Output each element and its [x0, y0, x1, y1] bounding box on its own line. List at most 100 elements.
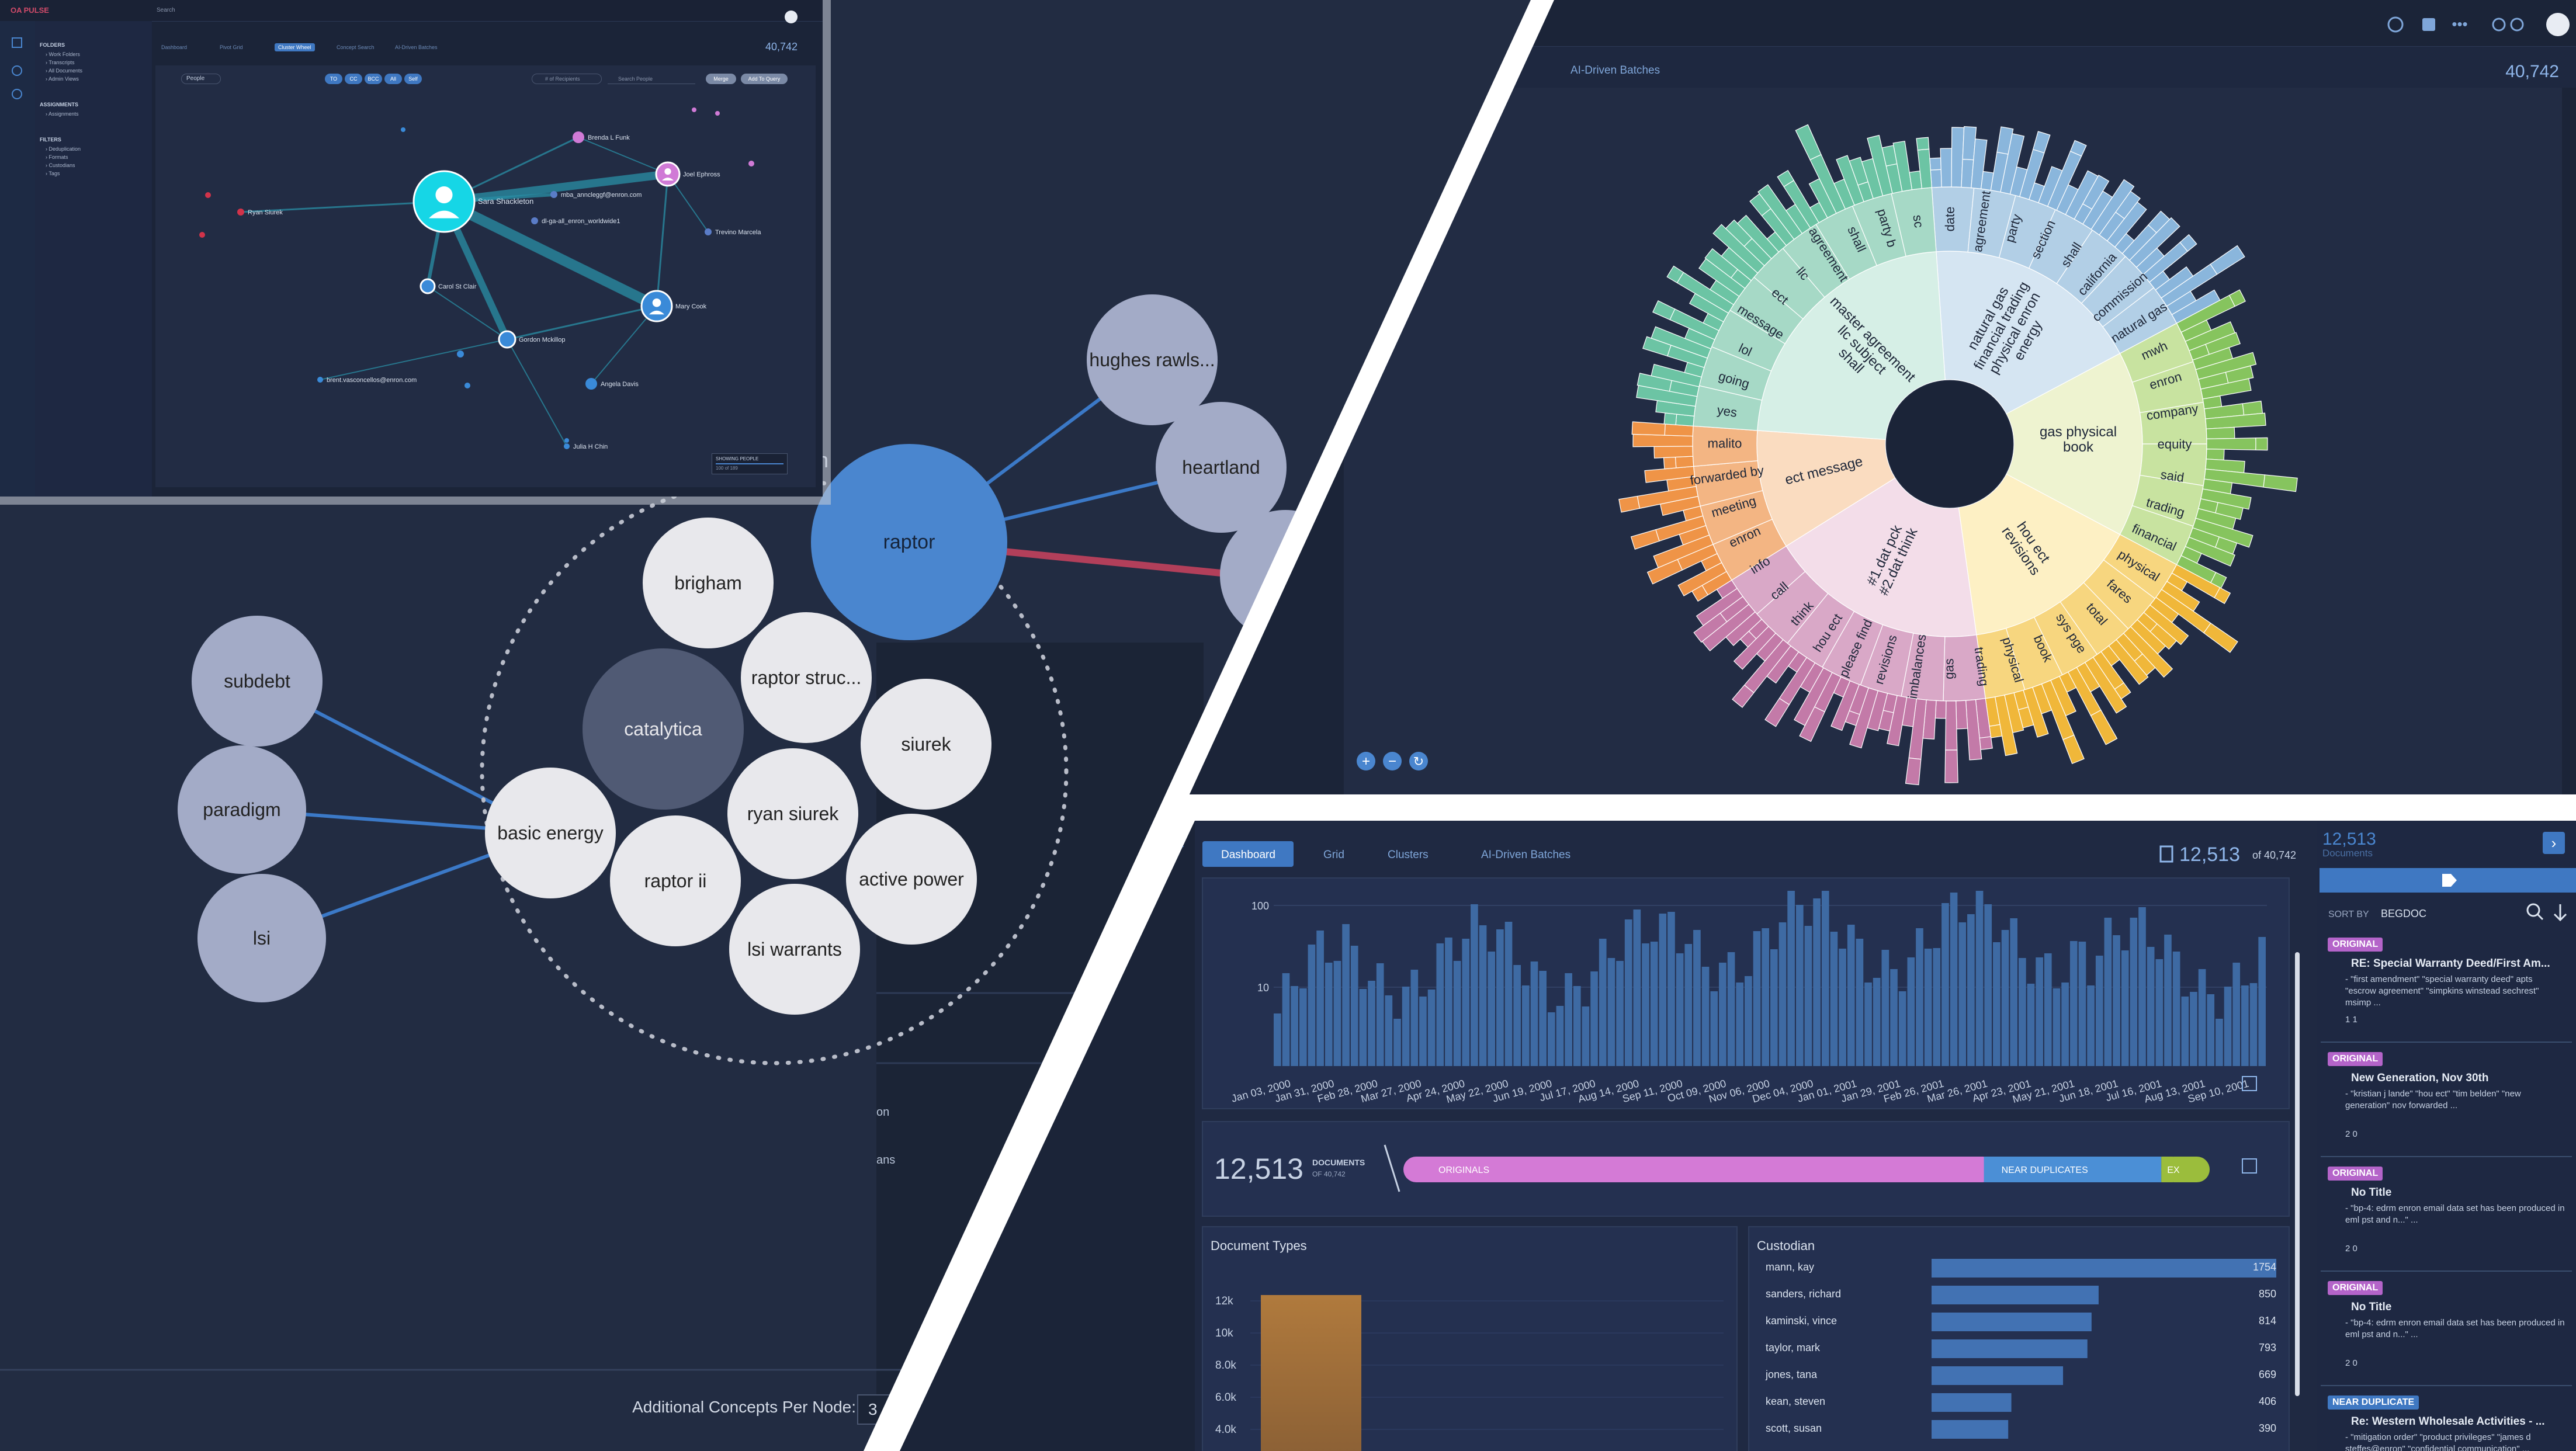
people-node[interactable] [199, 232, 205, 238]
collapse-left-icon[interactable]: ‹ [1179, 834, 1184, 852]
timeline-bar[interactable] [1539, 971, 1547, 1066]
filter-chip[interactable]: TO [325, 74, 342, 84]
people-select[interactable]: People [181, 74, 221, 84]
custodian-bar[interactable] [1932, 1259, 2276, 1278]
save-icon[interactable] [2422, 18, 2435, 31]
timeline-bar[interactable] [2001, 930, 2009, 1066]
timeline-bar[interactable] [2061, 983, 2069, 1066]
timeline-bar[interactable] [1984, 904, 1992, 1066]
person-node[interactable] [705, 228, 712, 235]
dashboard-scrollbar[interactable] [2295, 952, 2300, 1396]
timeline-bar[interactable] [2164, 935, 2172, 1066]
people-tab[interactable]: Dashboard [161, 44, 188, 50]
sunburst-segment[interactable] [1764, 697, 1790, 727]
sidebar-item[interactable]: › Tags [46, 171, 60, 176]
timeline-bar[interactable] [1453, 961, 1461, 1066]
sunburst-segment[interactable] [1653, 446, 1694, 459]
timeline-bar[interactable] [1898, 991, 1906, 1066]
sunburst-segment[interactable] [2214, 587, 2231, 605]
sunburst-segment[interactable] [1945, 700, 1958, 751]
timeline-bar[interactable] [1770, 949, 1778, 1066]
people-node[interactable] [715, 111, 720, 116]
sunburst-segment[interactable] [2032, 131, 2051, 154]
sunburst-segment[interactable] [2210, 245, 2245, 275]
concept-node[interactable] [485, 768, 616, 898]
timeline-bar[interactable] [1350, 946, 1358, 1066]
add-to-query-button[interactable]: Add To Query [741, 74, 788, 84]
timeline-bar[interactable] [1745, 976, 1752, 1066]
person-node[interactable] [550, 191, 557, 198]
timeline-bar[interactable] [2172, 952, 2180, 1066]
timeline-bar[interactable] [1813, 898, 1821, 1066]
sunburst-segment[interactable] [1916, 137, 1930, 151]
timeline-bar[interactable] [1359, 989, 1367, 1066]
timeline-bar[interactable] [1419, 997, 1427, 1066]
people-node[interactable] [692, 107, 696, 112]
concept-node[interactable] [1156, 402, 1287, 533]
document-title[interactable]: RE: Special Warranty Deed/First Am... [2351, 957, 2550, 970]
timeline-bar[interactable] [1316, 931, 1324, 1066]
people-node[interactable] [401, 127, 405, 132]
timeline-bar[interactable] [1873, 978, 1881, 1066]
sunburst-segment[interactable] [2203, 623, 2238, 653]
timeline-bar[interactable] [1958, 922, 1967, 1066]
sidebar-item[interactable]: › Work Folders [46, 51, 80, 57]
person-node[interactable] [531, 217, 538, 224]
person-node[interactable] [237, 209, 244, 216]
timeline-bar[interactable] [1881, 950, 1889, 1066]
timeline-bar[interactable] [1282, 973, 1290, 1066]
timeline-bar[interactable] [1504, 922, 1513, 1066]
timeline-bar[interactable] [1701, 967, 1710, 1066]
rail-icon-settings[interactable] [12, 89, 22, 99]
timeline-bar[interactable] [1975, 891, 1984, 1066]
people-node[interactable] [205, 192, 211, 198]
timeline-bar[interactable] [1445, 938, 1452, 1066]
sunburst-segment[interactable] [1777, 169, 1795, 188]
sidebar-item[interactable]: › Custodians [46, 162, 75, 168]
target-icon[interactable] [2387, 16, 2404, 33]
timeline-bar[interactable] [2190, 992, 2197, 1066]
sidebar-item[interactable]: › Admin Views [46, 76, 79, 82]
timeline-bar[interactable] [1590, 971, 1598, 1066]
timeline-bar[interactable] [1530, 961, 1538, 1066]
filter-chip[interactable]: Self [404, 74, 422, 84]
help-icon[interactable] [2492, 18, 2506, 32]
people-node[interactable] [457, 350, 464, 357]
timeline-bar[interactable] [1582, 1006, 1590, 1066]
person-node[interactable] [498, 330, 516, 349]
timeline-bar[interactable] [1522, 985, 1530, 1066]
person-node[interactable] [317, 377, 323, 383]
timeline-bar[interactable] [2036, 957, 2043, 1066]
timeline-bar[interactable] [1573, 986, 1581, 1066]
timeline-bar[interactable] [1308, 945, 1316, 1066]
timeline-bar[interactable] [2027, 984, 2035, 1066]
timeline-bar[interactable] [2241, 985, 2249, 1066]
expand-panel-button[interactable] [2543, 832, 2565, 854]
settings-icon[interactable] [2510, 18, 2524, 32]
timeline-bar[interactable] [2232, 963, 2241, 1066]
timeline-bar[interactable] [1736, 983, 1744, 1066]
timeline-bar[interactable] [1830, 932, 1838, 1066]
timeline-bar[interactable] [1804, 926, 1812, 1066]
sunburst-segment[interactable] [1674, 456, 1694, 468]
timeline-bar[interactable] [1513, 965, 1521, 1066]
custodian-bar[interactable] [1932, 1366, 2064, 1385]
sunburst-segment[interactable] [2069, 140, 2087, 157]
sunburst-segment[interactable] [1663, 412, 1677, 425]
timeline-bar[interactable] [1488, 952, 1496, 1066]
sunburst-segment[interactable] [1732, 684, 1755, 708]
sunburst-segment[interactable] [1795, 124, 1822, 161]
timeline-bar[interactable] [1547, 1012, 1555, 1066]
timeline-bar[interactable] [1333, 961, 1341, 1066]
document-card[interactable]: ORIGINAL No Title - "bp-4: edrm enron emai… [2321, 1275, 2572, 1386]
sunburst-segment[interactable] [1956, 700, 1968, 730]
timeline-bar[interactable] [1924, 949, 1932, 1066]
global-search-input[interactable]: Search [157, 7, 175, 13]
timeline-bar[interactable] [1907, 957, 1915, 1066]
timeline-bar[interactable] [2207, 994, 2215, 1066]
timeline-bar[interactable] [1753, 931, 1761, 1066]
timeline-bar[interactable] [2216, 1019, 2223, 1066]
timeline-bar[interactable] [1565, 973, 1572, 1066]
timeline-bar[interactable] [1462, 939, 1470, 1066]
exact-segment[interactable] [2161, 1157, 2210, 1182]
